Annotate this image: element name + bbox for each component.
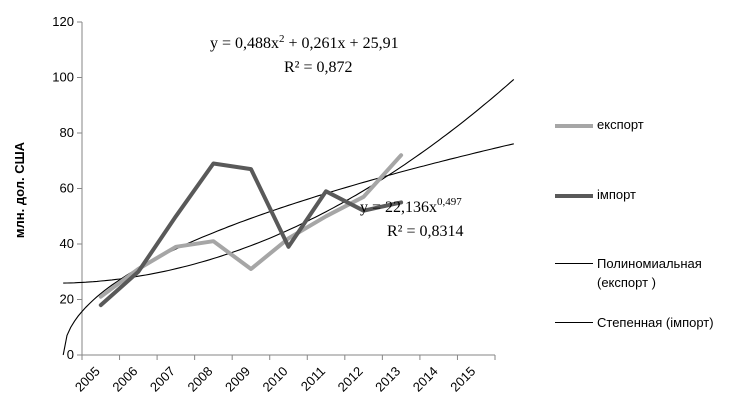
x-tick-label: 2014 bbox=[410, 364, 441, 395]
y-tick-label: 100 bbox=[52, 70, 74, 85]
legend-item-power: Степенная (імпорт) bbox=[555, 313, 714, 332]
x-tick-label: 2006 bbox=[109, 364, 140, 395]
x-tick-label: 2009 bbox=[222, 364, 253, 395]
legend-item-poly: Полиномиальная (експорт ) bbox=[555, 254, 702, 292]
y-tick-label: 60 bbox=[60, 181, 74, 196]
legend-label-poly: Полиномиальная (експорт ) bbox=[597, 256, 702, 290]
legend-swatch-export bbox=[555, 124, 593, 128]
x-tick-label: 2010 bbox=[260, 364, 291, 395]
x-tick-label: 2005 bbox=[72, 364, 103, 395]
x-tick-label: 2008 bbox=[184, 364, 215, 395]
legend-item-export: експорт bbox=[555, 115, 644, 134]
legend-label-import: імпорт bbox=[597, 187, 636, 202]
power-equation: y = 22,136x0,497 bbox=[360, 196, 462, 216]
legend-swatch-power bbox=[555, 322, 593, 323]
y-axis-label: млн. дол. США bbox=[12, 141, 27, 238]
x-tick-label: 2011 bbox=[298, 364, 328, 394]
power-r2: R² = 0,8314 bbox=[387, 223, 464, 240]
y-tick-label: 20 bbox=[60, 292, 74, 307]
legend-swatch-import bbox=[555, 194, 593, 198]
legend-label-power: Степенная (імпорт) bbox=[597, 315, 714, 330]
trendline-power bbox=[62, 143, 514, 356]
legend-label-export: експорт bbox=[597, 117, 644, 132]
poly-equation: y = 0,488x2 + 0,261x + 25,91 bbox=[210, 33, 399, 52]
legend-swatch-poly bbox=[555, 263, 593, 264]
y-tick-label: 0 bbox=[67, 347, 74, 362]
series-line-import bbox=[98, 161, 404, 308]
trendlines bbox=[62, 78, 515, 356]
poly-r2: R² = 0,872 bbox=[284, 59, 353, 76]
trendline-equations: y = 0,488x2 + 0,261x + 25,91 R² = 0,872 … bbox=[210, 33, 464, 240]
y-tick-label: 120 bbox=[52, 14, 74, 29]
data-series bbox=[98, 153, 404, 308]
x-tick-label: 2013 bbox=[372, 364, 403, 395]
x-tick-label: 2012 bbox=[335, 364, 366, 395]
y-tick-label: 80 bbox=[60, 125, 74, 140]
y-tick-label: 40 bbox=[60, 236, 74, 251]
legend-item-import: імпорт bbox=[555, 185, 636, 204]
trendline-polynomial bbox=[63, 78, 515, 284]
x-tick-label: 2007 bbox=[147, 364, 178, 395]
x-tick-label: 2015 bbox=[447, 364, 478, 395]
